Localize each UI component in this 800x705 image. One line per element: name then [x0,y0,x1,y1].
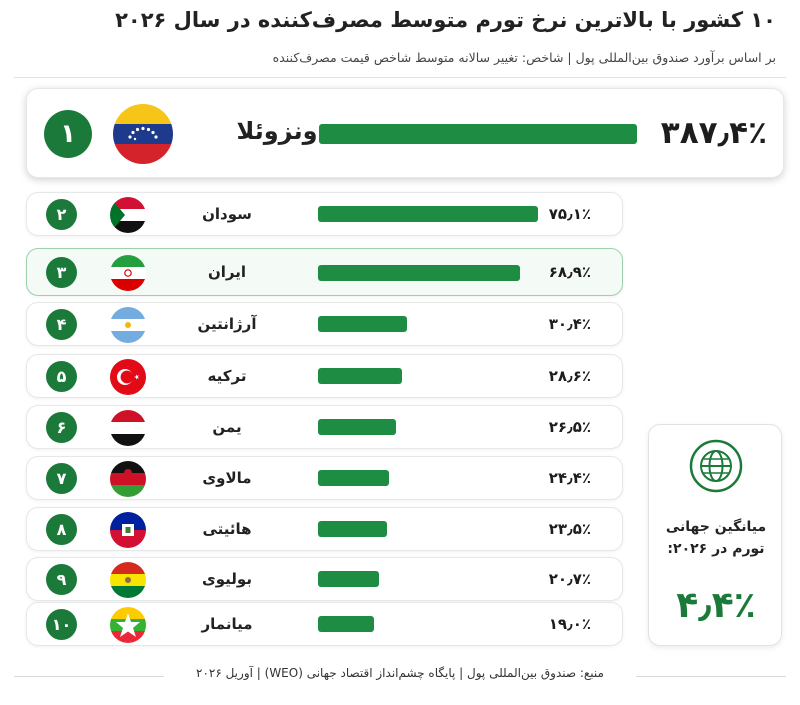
footer-divider-left [14,676,164,677]
bar-haiti [318,521,387,537]
bar-turkey [318,368,402,384]
rank-badge: ۱ [44,110,92,158]
bar-sudan [318,206,538,222]
global-average-card: میانگین جهانی تورم در ۲۰۲۶: ۴٫۴٪ [648,424,782,646]
country-name: ونزوئلا [236,117,318,145]
value-label: ۱۹٫۰٪ [548,615,591,633]
malawi-flag-icon [110,461,146,497]
bar-myanmar [318,616,374,632]
country-row: ۷ مالاوی ۲۴٫۴٪ [26,456,623,500]
rank-badge: ۵ [46,361,77,392]
source-footer: منبع: صندوق بین‌المللی پول | پایگاه چشم‌… [196,666,604,680]
value-label: ۷۵٫۱٪ [548,205,591,223]
header-divider [14,77,786,78]
country-row: ۲ سودان ۷۵٫۱٪ [26,192,623,236]
top-country-card: ۱ ونزوئلا ۳۸۷٫۴٪ [26,88,784,178]
yemen-flag-icon [110,410,146,446]
bar-yemen [318,419,396,435]
value-label: ۲۰٫۷٪ [548,570,591,588]
country-name: یمن [212,418,242,436]
country-name: بولیوی [202,570,252,588]
bar-argentina [318,316,407,332]
rank-badge: ۴ [46,309,77,340]
country-name: آرژانتین [197,315,257,333]
country-name: ایران [207,263,247,281]
value-label: ۶۸٫۹٪ [548,263,591,281]
value-label: ۲۸٫۶٪ [548,367,591,385]
bar-venezuela [319,124,637,144]
haiti-flag-icon [110,512,146,548]
country-row: ۶ یمن ۲۶٫۵٪ [26,405,623,449]
rank-badge: ۷ [46,463,77,494]
page-title: ۱۰ کشور با بالاترین نرخ تورم متوسط مصرف‌… [115,8,776,32]
country-row: ۴ آرژانتین ۳۰٫۴٪ [26,302,623,346]
country-row: ۵ ترکیه ۲۸٫۶٪ [26,354,623,398]
sudan-flag-icon [110,197,146,233]
turkey-flag-icon [110,359,146,395]
global-average-label: میانگین جهانی تورم در ۲۰۲۶: [665,519,767,557]
page-subtitle: بر اساس برآورد صندوق بین‌المللی پول | شا… [272,50,776,65]
bar-malawi [318,470,389,486]
rank-badge: ۲ [46,199,77,230]
globe-icon [689,439,743,493]
value-label: ۳۸۷٫۴٪ [660,115,767,151]
rank-badge: ۱۰ [46,609,77,640]
bolivia-flag-icon [110,562,146,598]
rank-badge: ۸ [46,514,77,545]
rank-badge: ۹ [46,564,77,595]
footer-divider-right [636,676,786,677]
iran-flag-icon [110,255,146,291]
value-label: ۲۳٫۵٪ [548,520,591,538]
rank-badge: ۳ [46,257,77,288]
country-row: ۹ بولیوی ۲۰٫۷٪ [26,557,623,601]
country-row: ۸ هائیتی ۲۳٫۵٪ [26,507,623,551]
myanmar-flag-icon [110,607,146,643]
value-label: ۳۰٫۴٪ [548,315,591,333]
argentina-flag-icon [110,307,146,343]
country-name: هائیتی [202,520,252,538]
bar-iran [318,265,520,281]
country-name: میانمار [201,615,253,633]
venezuela-flag-icon [113,104,173,164]
country-name: مالاوی [202,469,252,487]
country-name: سودان [202,205,252,223]
rank-badge: ۶ [46,412,77,443]
value-label: ۲۴٫۴٪ [548,469,591,487]
global-average-value: ۴٫۴٪ [676,585,756,626]
value-label: ۲۶٫۵٪ [548,418,591,436]
country-row-highlighted: ۳ ایران ۶۸٫۹٪ [26,248,623,296]
bar-bolivia [318,571,379,587]
country-row: ۱۰ میانمار ۱۹٫۰٪ [26,602,623,646]
country-name: ترکیه [207,367,247,385]
